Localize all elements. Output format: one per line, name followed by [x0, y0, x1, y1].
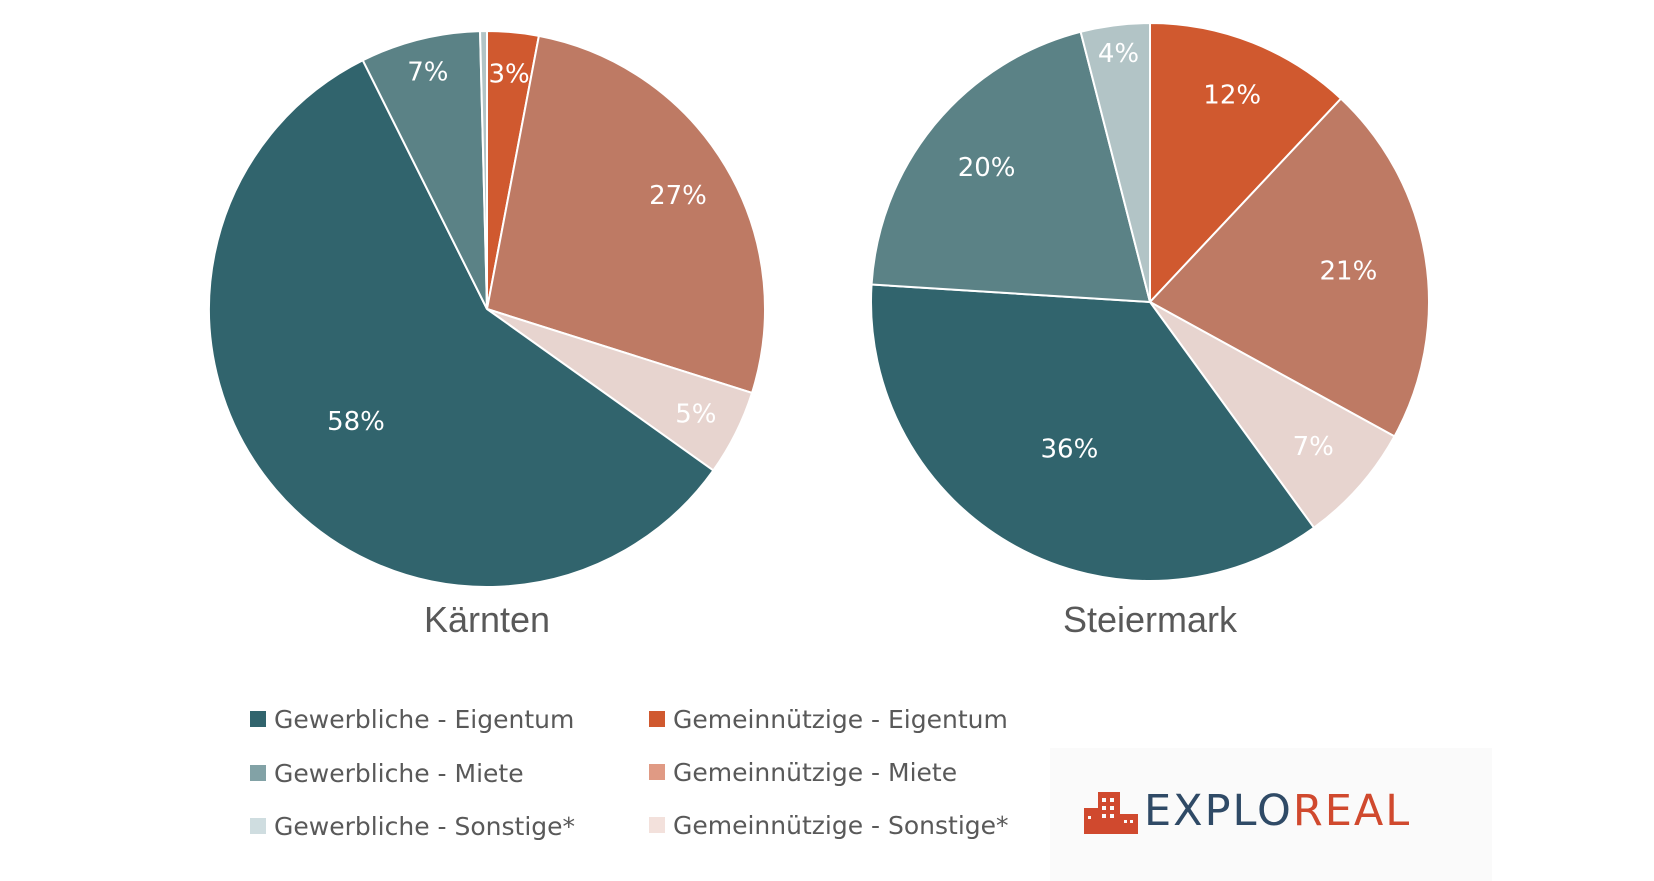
pie-slice — [870, 30, 1152, 304]
chart-title-kaernten: Kärnten — [424, 599, 550, 640]
legend-label: Gewerbliche - Miete — [274, 759, 524, 788]
legend-item-gewerbliche-eigentum: Gewerbliche - Eigentum — [250, 705, 574, 734]
legend-label: Gewerbliche - Eigentum — [274, 705, 574, 734]
legend-item-gewerbliche-miete: Gewerbliche - Miete — [250, 759, 524, 788]
legend-label: Gemeinnützige - Eigentum — [673, 705, 1008, 734]
pie-slice — [870, 283, 1316, 582]
slice-label: 12% — [1203, 81, 1261, 111]
logo-wordmark: EXPLOREAL — [1144, 788, 1411, 834]
slice-label: 7% — [1293, 432, 1334, 462]
slice-label: 58% — [327, 407, 385, 437]
legend-swatch — [649, 764, 665, 780]
legend-swatch — [649, 711, 665, 727]
legend: Gewerbliche - Eigentum Gemeinnützige - E… — [250, 705, 1009, 841]
legend-label: Gemeinnützige - Sonstige* — [673, 811, 1009, 840]
pie-chart-steiermark: 12% 21% 7% 36% 20% 4% — [870, 21, 1430, 582]
pie-slice — [208, 58, 715, 588]
building-logo-icon — [1084, 792, 1138, 834]
logo-text-real: REAL — [1292, 786, 1412, 836]
logo-inner: EXPLOREAL — [1084, 788, 1411, 834]
legend-item-gemeinnuetzige-eigentum: Gemeinnützige - Eigentum — [649, 705, 1008, 734]
logo-text-explo: EXPLO — [1144, 786, 1293, 836]
legend-item-gemeinnuetzige-sonstige: Gemeinnützige - Sonstige* — [649, 811, 1009, 840]
legend-label: Gemeinnützige - Miete — [673, 758, 957, 787]
pie-slice — [479, 29, 488, 310]
pie-slice — [1149, 21, 1343, 305]
pie-slice — [485, 34, 766, 395]
legend-swatch — [250, 711, 266, 727]
slice-label: 20% — [958, 153, 1016, 183]
pie-chart-kaernten: 3% 27% 5% 58% 7% — [208, 29, 766, 588]
exploreal-logo: EXPLOREAL — [1050, 748, 1492, 881]
slice-label: 36% — [1041, 435, 1099, 465]
legend-item-gewerbliche-sonstige: Gewerbliche - Sonstige* — [250, 812, 575, 841]
slice-label: 4% — [1098, 39, 1139, 69]
slice-label: 5% — [675, 399, 716, 429]
chart-title-steiermark: Steiermark — [1063, 599, 1238, 640]
slice-label: 27% — [649, 181, 707, 211]
legend-label: Gewerbliche - Sonstige* — [274, 812, 575, 841]
slice-label: 21% — [1320, 257, 1378, 287]
slice-label: 7% — [407, 58, 448, 88]
pie-slice — [1079, 21, 1151, 303]
pie-slice — [1149, 301, 1396, 530]
legend-item-gemeinnuetzige-miete: Gemeinnützige - Miete — [649, 758, 957, 787]
pie-slice — [361, 30, 488, 310]
pie-slice — [1148, 97, 1430, 438]
legend-swatch — [250, 818, 266, 834]
legend-swatch — [250, 765, 266, 781]
slice-label: 3% — [488, 60, 529, 90]
legend-swatch — [649, 817, 665, 833]
